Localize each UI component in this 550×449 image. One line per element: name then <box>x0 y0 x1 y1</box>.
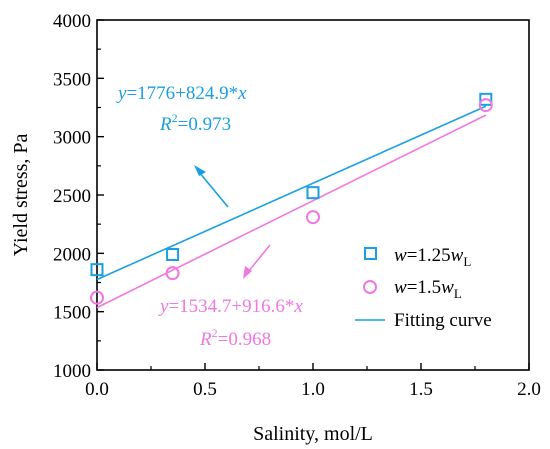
fit-1-r2-value: =0.973 <box>178 114 231 135</box>
y-tick-label: 1500 <box>53 303 91 324</box>
series-2-point <box>165 266 180 281</box>
legend-fit-label: Fitting curve <box>394 310 492 331</box>
svg-text:y=1534.7+916.6*x: y=1534.7+916.6*x <box>158 296 303 317</box>
legend-marker-square <box>364 247 377 260</box>
legend-1-prefix: w <box>394 245 407 266</box>
fit-2-eq-text: =1534.7+916.6* <box>168 296 294 317</box>
fit-2-r2-value: =0.968 <box>218 329 271 350</box>
fit-1-eq-x: x <box>237 83 247 104</box>
legend-2-middle: =1.5 <box>407 277 441 298</box>
x-tick-label: 1.0 <box>301 379 325 400</box>
x-tick-label: 0.0 <box>85 379 109 400</box>
fit-1-arrow-head <box>194 165 206 176</box>
fit-1-annotation: y=1776+824.9*x R2=0.973 <box>116 83 247 208</box>
series-1-point <box>90 263 104 277</box>
series-1-point <box>166 248 180 261</box>
fit-2-arrow-head <box>243 266 252 279</box>
series-2-point <box>90 290 104 305</box>
legend-entry-1: w=1.25wL <box>394 245 471 269</box>
series-1-point <box>479 92 493 106</box>
y-axis-label: Yield stress, Pa <box>10 133 32 256</box>
y-tick-label: 3500 <box>53 69 91 90</box>
legend-marker-circle <box>363 280 377 294</box>
fit-2-eq-var: y <box>158 296 169 317</box>
y-tick-label: 1000 <box>53 361 91 382</box>
legend: w=1.25wL w=1.5wL Fitting curve <box>355 245 492 331</box>
y-tick-label: 2500 <box>53 186 91 207</box>
fit-line-2 <box>96 114 487 309</box>
fit-1-r2-label: R <box>159 114 172 135</box>
fit-1-arrow-line <box>198 171 229 208</box>
fit-1-r2-sup: 2 <box>172 111 178 125</box>
fit-2-arrow-line <box>247 244 271 273</box>
fit-2-r2-sup: 2 <box>212 326 218 340</box>
svg-text:R2=0.968: R2=0.968 <box>199 326 271 350</box>
fit-lines <box>96 105 487 309</box>
series-2-point <box>306 210 320 225</box>
fit-1-eq-text: =1776+824.9* <box>126 83 238 104</box>
data-markers <box>90 92 493 305</box>
y-tick-label: 4000 <box>53 11 91 32</box>
legend-2-var: w <box>441 277 454 298</box>
fit-line-1 <box>96 105 487 281</box>
x-tick-label: 2.0 <box>517 379 541 400</box>
svg-text:y=1776+824.9*x: y=1776+824.9*x <box>116 83 247 104</box>
series-2-point <box>478 98 493 113</box>
fit-1-eq-var: y <box>116 83 127 104</box>
y-tick-label: 2000 <box>53 244 91 265</box>
legend-1-var: w <box>451 245 464 266</box>
series-1-point <box>306 186 320 200</box>
fit-2-r2-label: R <box>199 329 212 350</box>
legend-1-middle: =1.25 <box>407 245 451 266</box>
svg-text:R2=0.973: R2=0.973 <box>159 111 231 135</box>
x-axis-label: Salinity, mol/L <box>253 423 373 445</box>
x-tick-label: 0.5 <box>193 379 217 400</box>
legend-entry-2: w=1.5wL <box>394 277 462 301</box>
x-tick-label: 1.5 <box>409 379 433 400</box>
y-tick-label: 3000 <box>53 128 91 149</box>
legend-1-sub: L <box>463 254 471 269</box>
axis-ticks: 0.0 0.5 1.0 1.5 2.0 1000 1500 2000 2500 3000 3500 4… <box>53 11 541 400</box>
legend-2-prefix: w <box>394 277 407 298</box>
fit-2-annotation: y=1534.7+916.6*x R2=0.968 <box>158 244 303 350</box>
legend-2-sub: L <box>454 286 462 301</box>
fit-2-eq-x: x <box>293 296 303 317</box>
